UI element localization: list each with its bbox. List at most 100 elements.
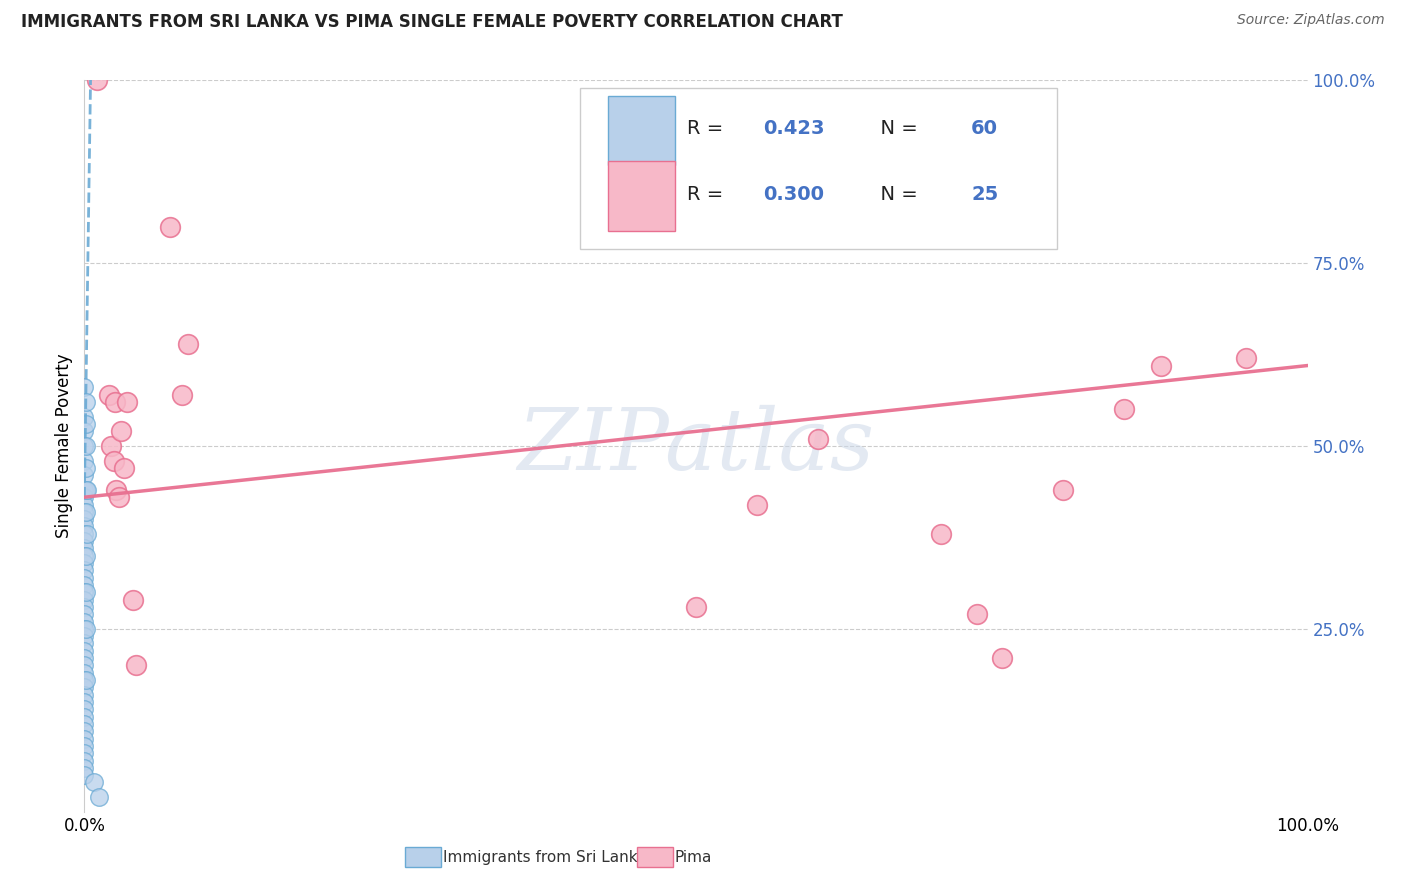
Point (172, 388, 194, 402)
Point (73, 483, 96, 497)
Point (73, 541, 96, 556)
Point (73, 505, 96, 519)
Point (991, 651, 1014, 665)
Point (83, 775, 105, 789)
Text: R =: R = (688, 185, 730, 204)
Point (73, 512, 96, 526)
FancyBboxPatch shape (607, 95, 675, 165)
Point (929, 526, 952, 541)
Point (685, 599, 707, 614)
Point (73, 490, 96, 504)
Point (73, 425, 96, 439)
Point (125, 658, 148, 673)
Point (177, 336, 200, 351)
Point (73, 549, 96, 563)
Point (73, 761, 96, 775)
Point (73, 768, 96, 782)
Point (97, 388, 120, 402)
Point (73, 534, 96, 549)
Text: R =: R = (688, 119, 730, 138)
Point (73, 571, 96, 585)
Point (75, 483, 97, 497)
Text: 25: 25 (972, 185, 998, 204)
Point (73, 622, 96, 636)
Point (75, 622, 97, 636)
Text: ZIPatlas: ZIPatlas (517, 405, 875, 487)
Point (807, 432, 830, 446)
Point (73, 592, 96, 607)
Text: 0.423: 0.423 (763, 119, 825, 138)
Y-axis label: Single Female Poverty: Single Female Poverty (55, 354, 73, 538)
Point (73, 717, 96, 731)
Point (73, 468, 96, 483)
Point (73, 607, 96, 622)
Point (73, 731, 96, 746)
Point (75, 549, 97, 563)
Point (73, 658, 96, 673)
Point (103, 453, 125, 467)
Point (73, 409, 96, 424)
Text: Immigrants from Sri Lanka: Immigrants from Sri Lanka (443, 850, 647, 864)
Point (115, 395, 138, 409)
Point (73, 754, 96, 768)
Point (73, 739, 96, 753)
Point (73, 681, 96, 695)
Point (75, 673, 97, 687)
Text: Source: ZipAtlas.com: Source: ZipAtlas.com (1237, 13, 1385, 28)
Point (73, 526, 96, 541)
Point (1114, 402, 1136, 417)
Point (73, 665, 96, 680)
Point (73, 673, 96, 687)
Point (73, 380, 96, 394)
Point (73, 453, 96, 467)
Point (73, 651, 96, 665)
Point (107, 490, 129, 504)
Point (73, 615, 96, 629)
Text: 0.300: 0.300 (763, 185, 824, 204)
Point (73, 585, 96, 599)
Point (1052, 483, 1074, 497)
Point (1150, 359, 1173, 373)
Text: N =: N = (869, 185, 924, 204)
Point (73, 702, 96, 716)
Point (86, 73, 108, 87)
Point (75, 461, 97, 475)
FancyBboxPatch shape (607, 161, 675, 231)
Point (73, 519, 96, 533)
Point (73, 636, 96, 650)
Point (76, 526, 98, 541)
Point (75, 585, 97, 599)
Point (73, 746, 96, 760)
Point (73, 599, 96, 614)
Point (73, 629, 96, 643)
Point (73, 644, 96, 658)
Point (87, 790, 110, 805)
Point (73, 695, 96, 709)
Point (159, 219, 181, 234)
Point (1236, 351, 1258, 366)
Point (75, 395, 97, 409)
Point (747, 498, 769, 512)
Point (73, 563, 96, 577)
Point (100, 439, 122, 453)
Point (73, 709, 96, 723)
FancyBboxPatch shape (579, 87, 1057, 249)
Point (122, 592, 145, 607)
Point (73, 439, 96, 453)
Point (75, 417, 97, 431)
Point (73, 498, 96, 512)
Point (73, 578, 96, 592)
Text: IMMIGRANTS FROM SRI LANKA VS PIMA SINGLE FEMALE POVERTY CORRELATION CHART: IMMIGRANTS FROM SRI LANKA VS PIMA SINGLE… (21, 13, 844, 31)
Text: Pima: Pima (675, 850, 713, 864)
Point (76, 483, 98, 497)
Point (73, 556, 96, 570)
Point (966, 607, 988, 622)
Point (73, 688, 96, 702)
Text: N =: N = (869, 119, 924, 138)
Point (110, 425, 132, 439)
Point (112, 461, 135, 475)
Point (75, 505, 97, 519)
Text: 60: 60 (972, 119, 998, 138)
Point (75, 439, 97, 453)
Point (73, 724, 96, 739)
